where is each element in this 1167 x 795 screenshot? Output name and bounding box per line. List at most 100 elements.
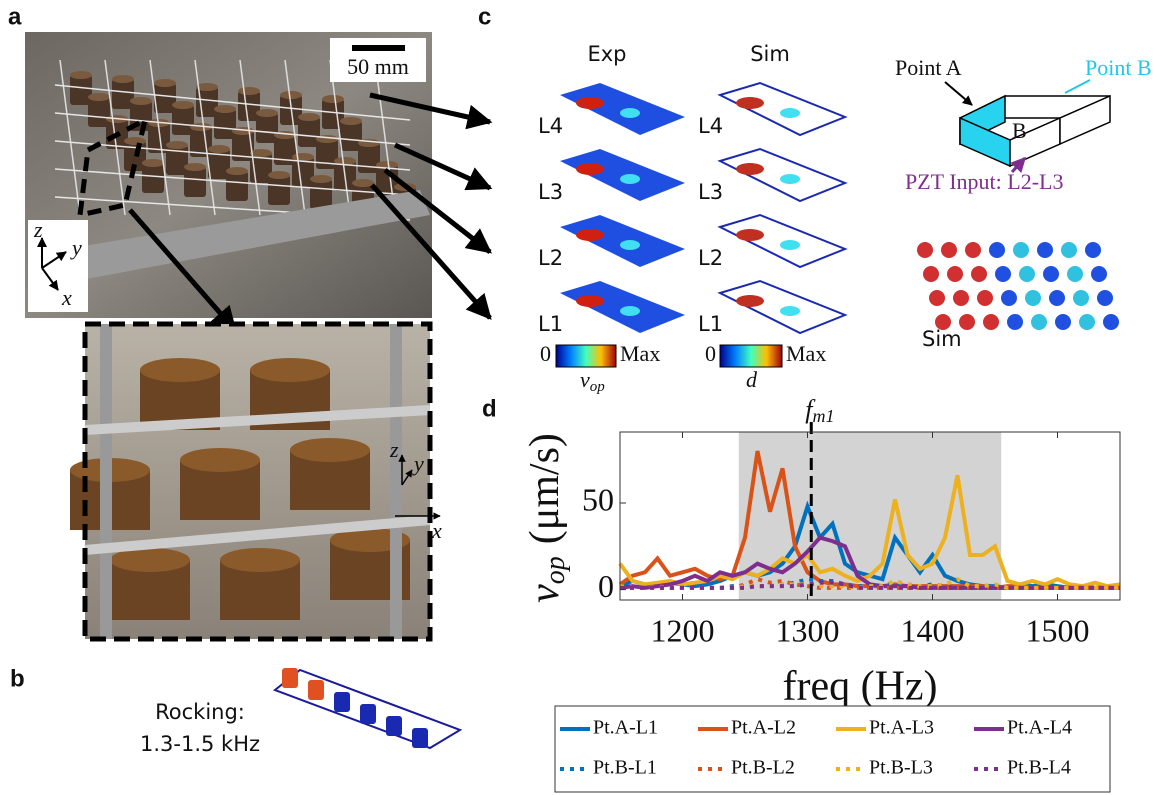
- mode-map: [560, 281, 685, 333]
- hotspot: [576, 229, 604, 241]
- mass: [308, 680, 324, 700]
- hotspot: [576, 163, 604, 175]
- cylinder-top: [268, 171, 290, 179]
- hotspot: [780, 240, 800, 250]
- cylinder-top: [140, 358, 220, 382]
- cylinder-top: [184, 163, 206, 171]
- level-label: L1: [698, 312, 723, 336]
- panel-label: c: [478, 3, 491, 30]
- cylinder-top: [214, 105, 236, 113]
- input-label: PZT Input: L2-L3: [905, 169, 1063, 194]
- x-axis-label: freq (Hz): [782, 664, 937, 710]
- cylinder-top: [172, 101, 194, 109]
- level-label: L2: [538, 246, 563, 270]
- pointer: [1065, 80, 1090, 93]
- quantity-subscript: op: [590, 379, 606, 395]
- mode-map: [560, 149, 685, 201]
- cylinder-top: [340, 117, 362, 125]
- cylinder-top: [220, 548, 300, 572]
- mass: [412, 728, 428, 748]
- lattice-node: [1097, 290, 1113, 306]
- mass: [360, 704, 376, 724]
- lattice-node: [1079, 314, 1095, 330]
- cylinder: [310, 179, 332, 209]
- level-label: L1: [538, 312, 563, 336]
- level-label: L4: [538, 114, 563, 138]
- cylinder-top: [226, 167, 248, 175]
- cylinder-top: [70, 71, 92, 79]
- lattice-node: [965, 242, 981, 258]
- hotspot: [576, 295, 604, 307]
- axis-label: x: [431, 518, 442, 543]
- lattice-node: [989, 242, 1005, 258]
- colorbar-min: 0: [705, 341, 716, 366]
- lattice-node: [983, 314, 999, 330]
- cylinder-top: [142, 159, 164, 167]
- lattice-node: [1061, 242, 1077, 258]
- lattice-node: [923, 266, 939, 282]
- mode-text: 1.3-1.5 kHz: [140, 732, 260, 756]
- y-tick-label: 50: [582, 481, 614, 517]
- cylinder-top: [256, 109, 278, 117]
- annotation-label: fm1: [805, 395, 834, 426]
- lattice-node: [953, 290, 969, 306]
- axis-label: x: [61, 285, 72, 310]
- mode-map: [560, 215, 685, 267]
- y-axis-label: vop(μm/s): [522, 433, 572, 603]
- annotation-subscript: m1: [812, 406, 834, 426]
- lattice-node: [995, 266, 1011, 282]
- hotspot: [620, 240, 640, 250]
- lattice-node: [977, 290, 993, 306]
- lattice-node: [947, 266, 963, 282]
- threaded-rod: [390, 324, 402, 639]
- y-axis-unit: (μm/s): [522, 433, 568, 544]
- hotspot: [736, 97, 764, 109]
- face-label: B: [1012, 118, 1027, 143]
- x-tick-label: 1200: [651, 612, 715, 648]
- lattice-node: [941, 242, 957, 258]
- x-tick-label: 1500: [1026, 612, 1090, 648]
- level-label: L3: [698, 180, 723, 204]
- lattice-node: [1073, 290, 1089, 306]
- colorbar: [556, 345, 616, 367]
- lattice-node: [1007, 314, 1023, 330]
- lattice-node: [929, 290, 945, 306]
- mode-map: [720, 215, 845, 267]
- lattice-node: [1013, 242, 1029, 258]
- cylinder-top: [290, 438, 370, 462]
- lattice-node: [1037, 242, 1053, 258]
- lattice-node: [1025, 290, 1041, 306]
- cylinder-top: [310, 175, 332, 183]
- column-title: Exp: [587, 42, 626, 66]
- quantity-symbol: v: [580, 367, 590, 392]
- colorbar-min: 0: [540, 341, 551, 366]
- y-tick-label: 0: [598, 568, 614, 604]
- cylinder-top: [250, 149, 272, 157]
- hotspot: [620, 306, 640, 316]
- quantity: d: [746, 367, 758, 392]
- hotspot: [780, 174, 800, 184]
- hotspot: [736, 229, 764, 241]
- legend-label: Pt.A-L3: [869, 717, 934, 739]
- hotspot: [736, 163, 764, 175]
- quantity: vop: [580, 367, 605, 395]
- threaded-rod: [100, 324, 112, 639]
- cylinder-top: [166, 141, 188, 149]
- cylinder-top: [112, 75, 134, 83]
- hotspot: [620, 174, 640, 184]
- cylinder-top: [238, 87, 260, 95]
- cylinder: [142, 163, 164, 193]
- mode-shape: [275, 668, 460, 748]
- cylinder-top: [250, 358, 330, 382]
- hotspot: [736, 295, 764, 307]
- page: {"panels":{ "a":{"label":"a","scale":"50…: [0, 0, 1167, 795]
- lattice-node: [1043, 266, 1059, 282]
- point-label: Point B: [1085, 55, 1152, 80]
- sim-lattice: [917, 242, 1119, 330]
- mode-map: [720, 149, 845, 201]
- axis-label: z: [389, 437, 399, 462]
- pointer: [945, 82, 972, 105]
- legend-label: Pt.B-L4: [1007, 757, 1071, 779]
